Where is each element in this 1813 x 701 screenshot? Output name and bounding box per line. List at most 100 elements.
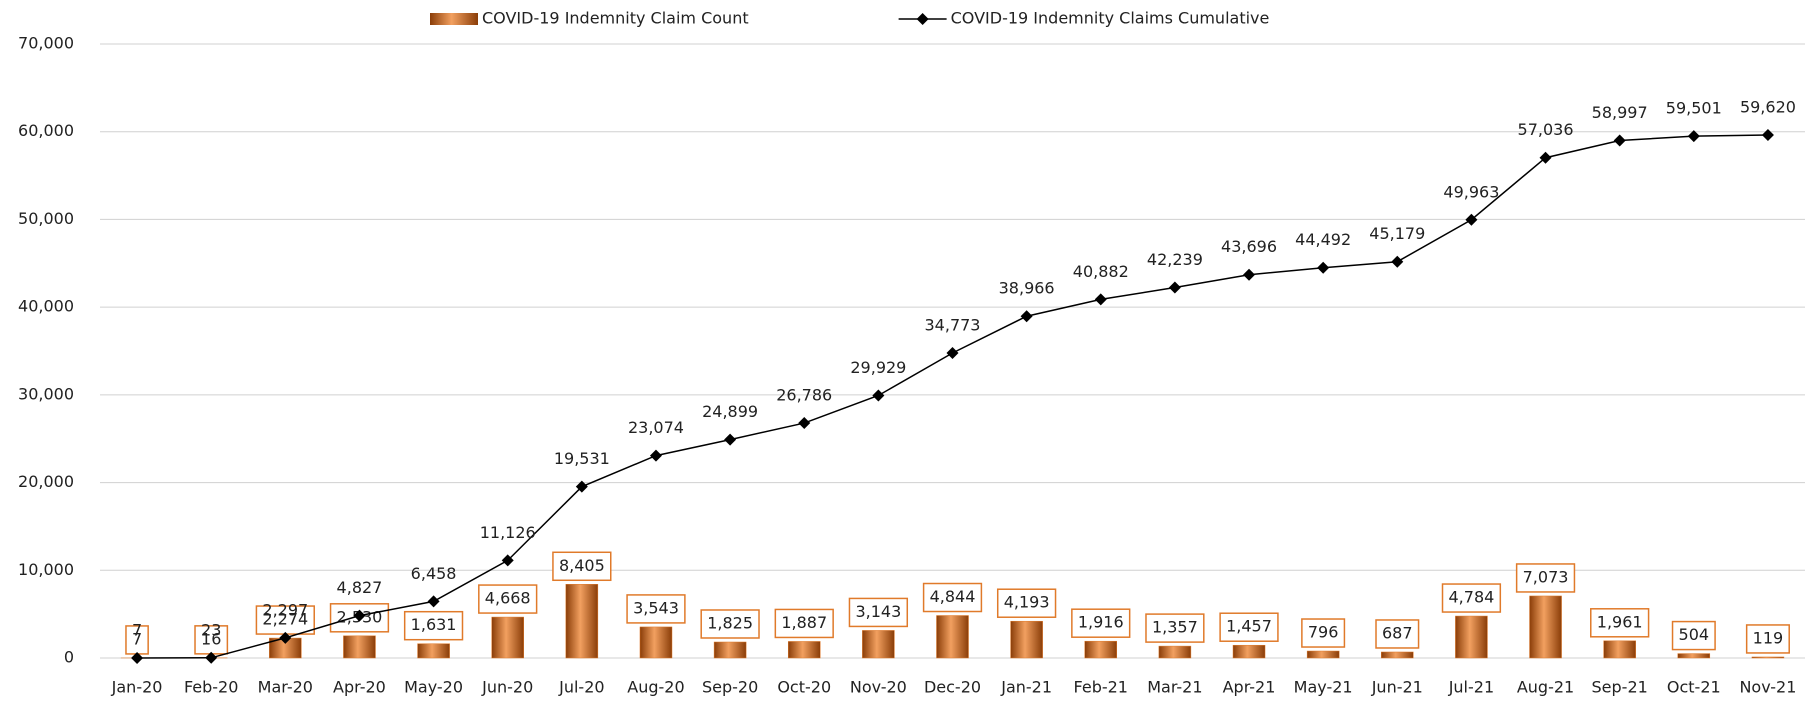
bar — [417, 643, 450, 659]
bar-value-label: 3,143 — [855, 602, 901, 621]
line-marker — [205, 651, 218, 664]
x-tick-label: May-20 — [404, 678, 463, 697]
line-marker — [427, 595, 440, 608]
line-value-label: 38,966 — [999, 279, 1055, 298]
line-marker — [724, 433, 737, 446]
bar-value-label: 3,543 — [633, 598, 679, 617]
bar-value-label: 1,357 — [1152, 618, 1198, 637]
line-value-label: 42,239 — [1147, 250, 1203, 269]
line-marker — [1317, 261, 1330, 274]
bar-value-label: 1,631 — [411, 615, 457, 634]
x-tick-label: Nov-20 — [850, 678, 907, 697]
bar — [787, 641, 821, 659]
line-value-label: 7 — [132, 620, 142, 639]
legend-swatch — [430, 13, 478, 25]
bar-label-box — [1219, 612, 1279, 642]
x-tick-label: Jan-20 — [111, 678, 163, 697]
line-marker — [1168, 281, 1181, 294]
bar-value-label: 7 — [132, 629, 142, 648]
bar-value-label: 796 — [1308, 623, 1339, 642]
x-tick-label: Mar-20 — [258, 678, 313, 697]
bar-label-box — [1071, 608, 1131, 638]
line-value-label: 24,899 — [702, 402, 758, 421]
bar-value-label: 2,274 — [262, 610, 308, 629]
line-value-label: 49,963 — [1443, 182, 1499, 201]
bar — [343, 635, 376, 659]
legend-label: COVID-19 Indemnity Claim Count — [482, 9, 749, 28]
bar — [1084, 640, 1118, 659]
bar — [1306, 650, 1340, 659]
bar-value-label: 4,668 — [485, 589, 531, 608]
bar-label-box — [1441, 583, 1502, 613]
bar-value-label: 1,825 — [707, 613, 753, 632]
bar — [1010, 620, 1043, 659]
line-value-label: 43,696 — [1221, 237, 1277, 256]
line-value-label: 23 — [201, 620, 221, 639]
x-tick-label: Dec-20 — [924, 678, 981, 697]
bar — [1158, 645, 1192, 659]
bar — [1751, 656, 1785, 659]
line-marker — [279, 631, 292, 644]
bar-value-label: 7,073 — [1523, 567, 1569, 586]
line-marker — [1020, 310, 1033, 323]
x-tick-label: Sep-20 — [702, 678, 758, 697]
y-tick-label: 20,000 — [18, 472, 74, 491]
bar-label-box — [1515, 563, 1576, 593]
bar — [713, 641, 747, 659]
bar — [1381, 651, 1414, 659]
line-value-label: 26,786 — [776, 386, 832, 405]
line-value-label: 58,997 — [1592, 103, 1648, 122]
x-tick-label: Oct-21 — [1667, 678, 1721, 697]
x-tick-label: May-21 — [1294, 678, 1353, 697]
bar — [639, 626, 673, 659]
bar-value-label: 1,887 — [781, 613, 827, 632]
line-marker — [1687, 130, 1700, 143]
bar-label-box — [848, 597, 909, 628]
line-value-label: 57,036 — [1518, 120, 1574, 139]
line-marker — [1243, 268, 1256, 281]
y-tick-label: 50,000 — [18, 209, 74, 228]
bar-label-box — [552, 551, 612, 582]
line-value-label: 40,882 — [1073, 262, 1129, 281]
bar-label-box — [1145, 613, 1205, 643]
line-marker — [1539, 151, 1552, 164]
line-marker — [1391, 255, 1404, 268]
bar — [1529, 595, 1562, 659]
line-marker — [1613, 134, 1626, 147]
line-marker — [798, 417, 811, 430]
bar-label-box — [700, 609, 760, 639]
bar-value-label: 119 — [1753, 628, 1784, 647]
line-value-label: 2,297 — [262, 600, 308, 619]
line-value-label: 23,074 — [628, 418, 684, 437]
line-value-label: 59,620 — [1740, 98, 1796, 117]
y-tick-label: 30,000 — [18, 384, 74, 403]
x-tick-label: Aug-20 — [627, 678, 684, 697]
x-tick-label: Feb-20 — [184, 678, 238, 697]
x-tick-label: Feb-21 — [1074, 678, 1128, 697]
bar — [1603, 640, 1636, 659]
bar-label-box — [774, 608, 834, 639]
line-value-label: 45,179 — [1369, 224, 1425, 243]
line-marker — [353, 609, 366, 622]
bar-value-label: 1,916 — [1078, 613, 1124, 632]
y-tick-label: 10,000 — [18, 560, 74, 579]
bar-label-box — [194, 625, 229, 655]
line-marker — [1761, 129, 1774, 142]
bar-value-label: 1,961 — [1597, 612, 1643, 631]
bar-value-label: 504 — [1679, 625, 1710, 644]
line-marker — [872, 389, 885, 402]
line-marker — [1465, 213, 1478, 226]
line-value-label: 59,501 — [1666, 99, 1722, 118]
line-marker — [649, 449, 662, 462]
bar-value-label: 4,193 — [1004, 593, 1050, 612]
x-tick-label: Nov-21 — [1739, 678, 1796, 697]
bar-label-box — [1745, 624, 1790, 654]
x-tick-label: Jan-21 — [1000, 678, 1052, 697]
bar-label-box — [1590, 608, 1650, 638]
bar-value-label: 4,784 — [1449, 588, 1495, 607]
line-value-label: 4,827 — [337, 578, 383, 597]
bar-label-box — [1375, 619, 1420, 649]
bar-label-box — [922, 582, 983, 613]
line-value-label: 44,492 — [1295, 230, 1351, 249]
